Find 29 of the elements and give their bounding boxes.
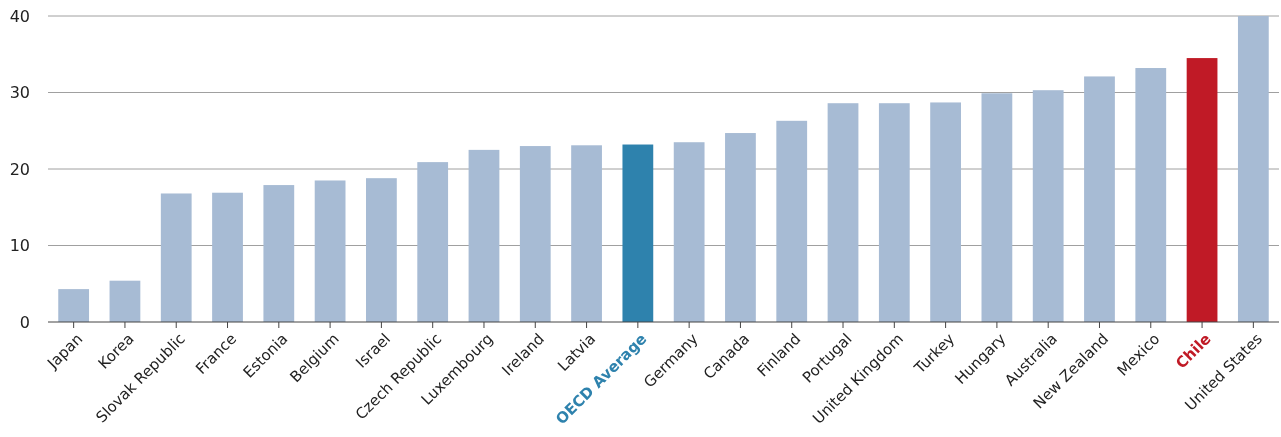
bar	[673, 142, 705, 322]
bar	[468, 149, 500, 322]
bar	[571, 145, 602, 322]
y-tick-label: 0	[19, 312, 30, 332]
bar	[878, 103, 910, 322]
bar	[1237, 16, 1269, 322]
y-tick-label: 30	[9, 83, 30, 103]
bar	[827, 103, 859, 322]
bar	[981, 93, 1013, 322]
bar	[930, 102, 961, 322]
bar	[725, 133, 756, 322]
bar	[58, 289, 90, 322]
bar	[519, 146, 551, 322]
bar	[1135, 68, 1167, 322]
bar	[1084, 76, 1115, 322]
bar	[366, 178, 397, 322]
bar	[1186, 58, 1218, 322]
bar	[622, 144, 654, 322]
bar	[212, 192, 243, 322]
bar	[263, 185, 295, 322]
bar	[160, 193, 192, 322]
bar	[417, 162, 449, 322]
y-tick-label: 40	[9, 6, 30, 26]
bar	[1032, 90, 1064, 322]
y-tick-label: 10	[9, 236, 30, 256]
y-tick-label: 20	[9, 159, 30, 179]
bar	[109, 280, 141, 322]
bar	[314, 180, 346, 322]
bar	[776, 120, 808, 322]
